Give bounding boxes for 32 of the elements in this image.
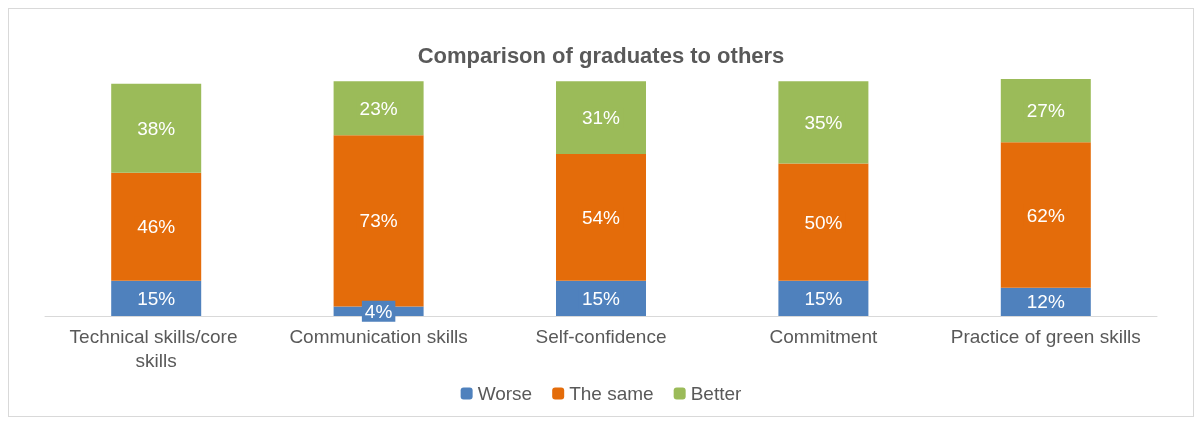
legend-label: Worse xyxy=(477,383,533,404)
data-label: 23% xyxy=(359,97,398,119)
bar xyxy=(333,135,424,307)
x-tick-label: Practice of green skills xyxy=(950,325,1141,347)
data-label: 4% xyxy=(364,300,393,322)
data-label: 15% xyxy=(804,287,843,309)
bar xyxy=(556,154,646,281)
data-label: 54% xyxy=(581,206,621,228)
data-label: 62% xyxy=(1026,204,1065,226)
data-label: 31% xyxy=(581,107,621,129)
legend-label: Better xyxy=(690,383,743,404)
data-label: 15% xyxy=(581,287,621,309)
bar xyxy=(556,81,646,155)
data-label: 50% xyxy=(804,211,843,233)
chart-title: Comparison of graduates to others xyxy=(417,42,785,68)
data-label: 15% xyxy=(137,287,176,309)
data-label: 38% xyxy=(137,117,176,139)
data-label: 73% xyxy=(359,210,398,232)
bar xyxy=(111,83,202,173)
x-tick-label: Technical skills/core skills xyxy=(69,325,243,371)
data-label: 46% xyxy=(137,216,176,238)
bar xyxy=(778,81,869,164)
legend-label: The same xyxy=(569,383,654,404)
x-tick-label: Self-confidence xyxy=(535,325,667,347)
x-tick-label: Communication skills xyxy=(289,325,468,347)
data-label: 35% xyxy=(804,111,843,133)
bar xyxy=(778,163,869,281)
data-label: 27% xyxy=(1026,100,1065,122)
data-label: 12% xyxy=(1026,291,1065,313)
bar xyxy=(1000,142,1091,288)
bar xyxy=(111,172,202,281)
x-tick-label: Commitment xyxy=(769,325,878,347)
